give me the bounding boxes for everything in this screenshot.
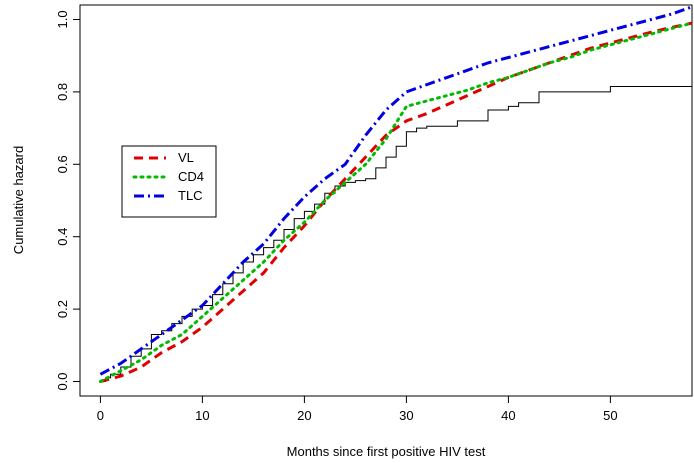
x-axis: 0 10 20 30 40 50 [97,395,618,423]
y-axis: 0.0 0.2 0.4 0.6 0.8 1.0 [55,10,81,391]
y-tick-label: 0.6 [55,155,70,173]
x-tick-label: 10 [195,408,209,423]
legend-box [121,145,217,218]
x-tick-label: 30 [399,408,413,423]
y-axis-label: Cumulative hazard [11,146,26,254]
x-tick-label: 20 [297,408,311,423]
x-tick-label: 40 [501,408,515,423]
y-tick-label: 0.2 [55,300,70,318]
y-tick-label: 1.0 [55,10,70,28]
legend-label-cd4: CD4 [178,169,204,184]
legend: VL CD4 TLC [121,145,217,218]
y-tick-label: 0.8 [55,83,70,101]
legend-label-tlc: TLC [178,188,203,203]
series-layer [98,5,694,383]
series-line-cd4 [98,21,694,383]
y-tick-label: 0.4 [55,228,70,246]
series-line-tlc [99,5,693,376]
legend-label-vl: VL [178,150,194,165]
x-axis-label: Months since first positive HIV test [287,444,486,459]
series-line-vl [100,21,693,383]
x-tick-label: 0 [97,408,104,423]
x-tick-label: 50 [603,408,617,423]
series-line-observed [100,81,693,382]
y-tick-label: 0.0 [55,372,70,390]
